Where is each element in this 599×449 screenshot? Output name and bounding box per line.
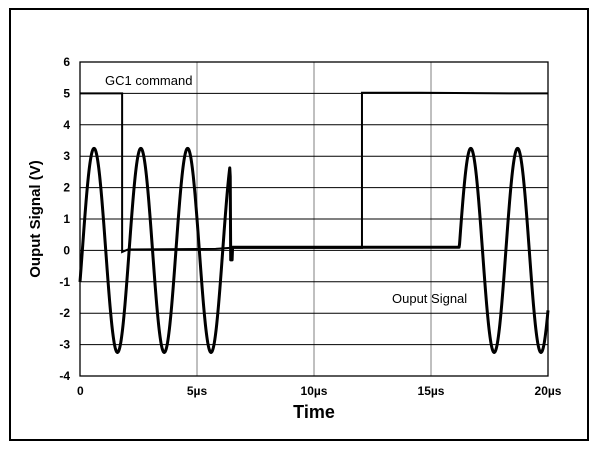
x-tick-labels: 0 5µs 10µs 15µs 20µs [77,384,562,398]
series-output-signal-line [78,146,550,354]
y-tick-label: 3 [63,149,70,163]
annotation-gc1-command: GC1 command [105,73,192,88]
x-axis-title: Time [293,402,335,422]
y-tick-label: 2 [63,181,70,195]
y-tick-label: -2 [59,306,70,320]
x-tick-label: 0 [77,384,84,398]
y-tick-label: 1 [63,212,70,226]
y-tick-label: 4 [63,118,70,132]
y-tick-labels: -4 -3 -2 -1 0 1 2 3 4 5 6 [59,55,70,383]
y-tick-label: 5 [63,86,70,100]
annotation-output-signal: Ouput Signal [392,291,467,306]
x-tick-label: 10µs [301,384,328,398]
y-tick-label: 6 [63,55,70,69]
x-tick-label: 15µs [418,384,445,398]
y-tick-label: -3 [59,338,70,352]
y-tick-label: 0 [63,243,70,257]
y-axis-title: Ouput Signal (V) [27,160,44,278]
x-tick-label: 20µs [535,384,562,398]
y-tick-label: -4 [59,369,70,383]
y-tick-label: -1 [59,275,70,289]
series-lines [78,91,550,354]
x-tick-label: 5µs [187,384,208,398]
